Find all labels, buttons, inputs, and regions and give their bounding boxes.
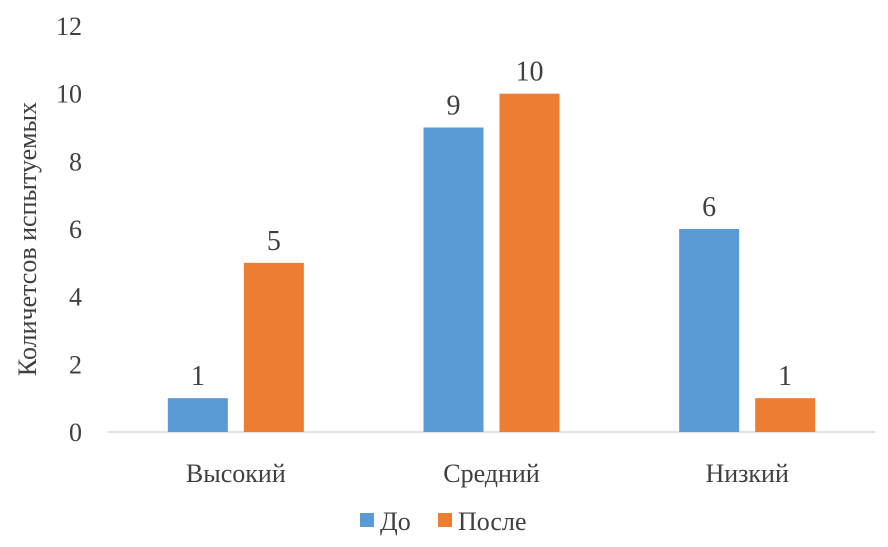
legend: До После xyxy=(360,507,526,536)
y-axis-title: Количетсов испытуемых xyxy=(13,102,42,376)
y-tick-label: 10 xyxy=(56,80,82,109)
y-tick-label: 12 xyxy=(56,12,82,41)
data-label: 1 xyxy=(191,361,205,392)
legend-label-posle: После xyxy=(458,507,526,536)
data-labels-group: 1 5 9 10 6 1 xyxy=(191,57,792,392)
bar-posle-2 xyxy=(755,398,816,432)
bar-posle-0 xyxy=(243,262,304,432)
category-label: Средний xyxy=(443,459,540,488)
y-tick-label: 8 xyxy=(69,147,82,176)
y-axis-ticks: 0 2 4 6 8 10 12 xyxy=(56,12,82,447)
legend-swatch-posle xyxy=(438,513,452,527)
y-tick-label: 2 xyxy=(69,350,82,379)
data-label: 1 xyxy=(778,361,792,392)
legend-swatch-do xyxy=(360,513,374,527)
bar-do-1 xyxy=(423,127,484,432)
bar-do-0 xyxy=(167,398,228,432)
bar-posle-1 xyxy=(499,93,560,433)
bar-do-2 xyxy=(679,229,740,432)
data-label: 9 xyxy=(447,91,461,122)
category-labels-group: Высокий Средний Низкий xyxy=(186,459,789,488)
data-label: 5 xyxy=(267,226,281,257)
y-tick-label: 6 xyxy=(69,215,82,244)
data-label: 10 xyxy=(516,57,544,88)
y-tick-label: 4 xyxy=(69,283,82,312)
data-label: 6 xyxy=(702,192,716,223)
y-tick-label: 0 xyxy=(69,418,82,447)
category-label: Низкий xyxy=(705,459,789,488)
bars-group xyxy=(167,93,816,433)
category-label: Высокий xyxy=(186,459,286,488)
legend-label-do: До xyxy=(380,507,411,536)
